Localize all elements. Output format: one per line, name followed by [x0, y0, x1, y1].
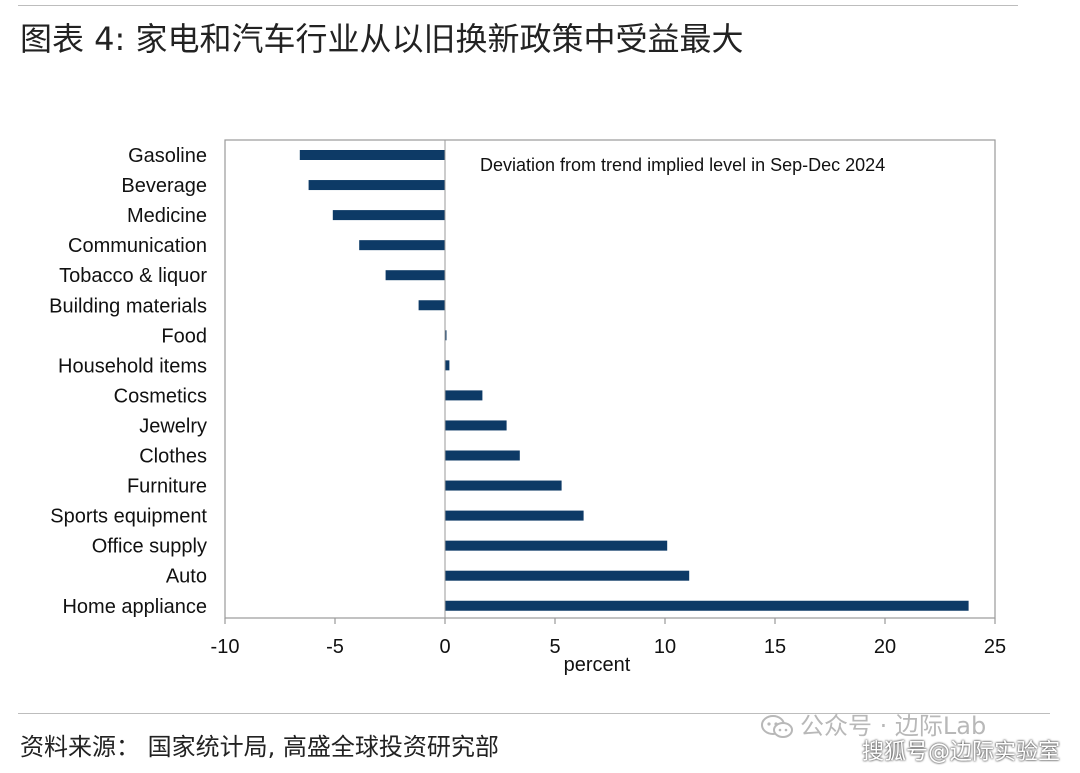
y-tick-label: Medicine: [127, 205, 207, 227]
watermark: 公众号 · 边际Lab: [760, 706, 986, 741]
source-note: 资料来源： 国家统计局, 高盛全球投资研究部: [20, 733, 499, 761]
bar-auto: [445, 570, 690, 581]
x-tick-label: -5: [326, 636, 344, 658]
bar-jewelry: [445, 420, 507, 431]
bar-beverage: [308, 180, 445, 191]
wechat-icon: [761, 715, 793, 738]
y-tick-label: Office supply: [92, 536, 207, 558]
x-axis-group: -10 -5 0 5 10 15 20 25: [211, 140, 1006, 658]
y-tick-label: Clothes: [139, 446, 207, 468]
y-labels-group: Gasoline Beverage Medicine Communication Tob…: [49, 145, 207, 618]
x-tick-label: 5: [549, 636, 560, 658]
y-tick-label: Beverage: [121, 175, 207, 197]
bar-building-materials: [418, 300, 445, 311]
x-tick-label: 10: [654, 636, 676, 658]
x-tick-label: 15: [764, 636, 786, 658]
y-tick-label: Communication: [68, 235, 207, 257]
bar-communication: [359, 240, 445, 251]
x-tick-label: 25: [984, 636, 1006, 658]
bar-sports-equipment: [445, 510, 584, 521]
y-tick-label: Jewelry: [139, 415, 207, 437]
y-tick-label: Food: [161, 325, 207, 347]
y-tick-label: Auto: [166, 566, 207, 588]
bar-office-supply: [445, 540, 668, 551]
y-tick-label: Household items: [58, 355, 207, 377]
top-rule: [18, 5, 1018, 6]
x-tick-label: 20: [874, 636, 896, 658]
bar-medicine: [332, 210, 445, 221]
bar-gasoline: [299, 150, 445, 160]
bar-clothes: [445, 450, 520, 461]
watermark-text: 公众号 · 边际Lab: [800, 712, 987, 740]
bottom-rule: [18, 713, 1050, 714]
x-tick-label: 0: [439, 636, 450, 658]
watermark-secondary: 搜狐号@边际实验室: [862, 740, 1061, 765]
x-axis-label: percent: [564, 654, 631, 676]
bar-cosmetics: [445, 390, 483, 401]
y-tick-label: Sports equipment: [50, 506, 207, 528]
bar-food: [445, 330, 447, 341]
bar-home-appliance: [445, 600, 969, 611]
x-tick-label: -10: [211, 636, 240, 658]
y-tick-label: Tobacco & liquor: [59, 265, 207, 287]
bar-household-items: [445, 360, 450, 371]
y-tick-label: Building materials: [49, 295, 207, 317]
page-title: 图表 4: 家电和汽车行业从以旧换新政策中受益最大: [20, 20, 744, 58]
bar-furniture: [445, 480, 562, 491]
bars-group: [299, 150, 969, 611]
bar-tobacco-liquor: [385, 270, 445, 281]
y-tick-label: Gasoline: [128, 145, 207, 167]
chart-annotation: Deviation from trend implied level in Se…: [480, 155, 885, 175]
y-tick-label: Cosmetics: [114, 385, 207, 407]
y-tick-label: Home appliance: [62, 596, 207, 618]
y-tick-label: Furniture: [127, 476, 207, 498]
